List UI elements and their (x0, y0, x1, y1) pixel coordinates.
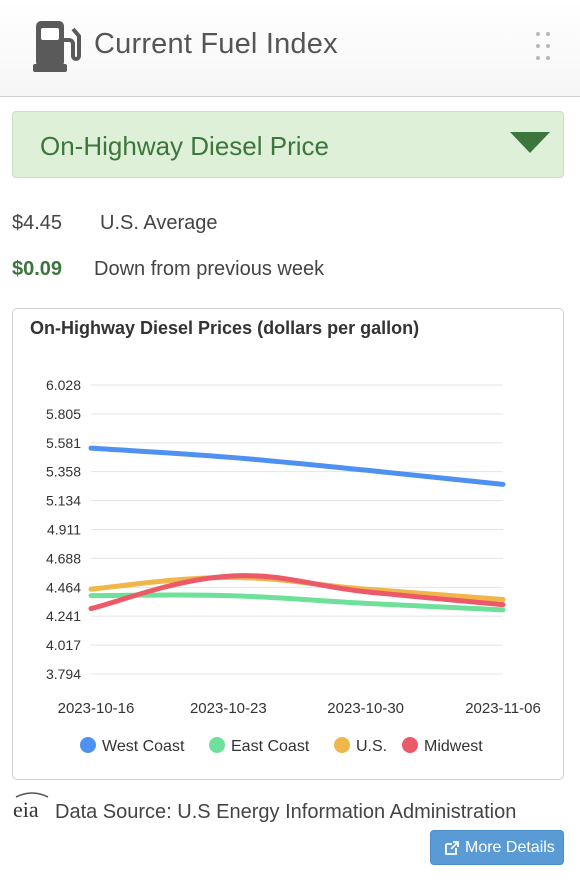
y-tick-label: 4.911 (47, 522, 81, 538)
x-tick-label: 2023-10-16 (58, 700, 135, 717)
legend-label: East Coast (231, 738, 310, 755)
more-details-button[interactable]: More Details (430, 830, 564, 865)
y-tick-label: 5.805 (46, 406, 81, 422)
chart-title: On-Highway Diesel Prices (dollars per ga… (30, 318, 419, 338)
chart-canvas: On-Highway Diesel Prices (dollars per ga… (30, 318, 541, 755)
y-tick-label: 5.358 (46, 464, 81, 480)
average-price-value: $4.45 (12, 212, 63, 234)
legend-marker (80, 737, 96, 753)
caret-down-icon (510, 132, 550, 153)
legend-marker (402, 737, 418, 753)
y-tick-label: 6.028 (46, 377, 81, 393)
legend-marker (334, 737, 350, 753)
y-tick-label: 4.241 (46, 608, 81, 624)
series-line-west-coast (88, 445, 506, 487)
x-tick-label: 2023-10-30 (327, 700, 404, 717)
diesel-price-chart: On-Highway Diesel Prices (dollars per ga… (12, 308, 564, 780)
eia-logo: eia (13, 792, 49, 821)
selected-fuel-type: On-Highway Diesel Price (40, 131, 329, 161)
external-link-icon (445, 841, 459, 855)
x-tick-label: 2023-10-23 (190, 700, 267, 717)
widget-header: Current Fuel Index (0, 0, 580, 97)
widget-title: Current Fuel Index (94, 28, 338, 60)
data-source-text: Data Source: U.S Energy Information Admi… (55, 801, 517, 823)
series-line-east-coast (88, 592, 506, 613)
legend-label: U.S. (356, 738, 387, 755)
y-tick-label: 4.017 (46, 637, 81, 653)
legend-label: West Coast (102, 738, 185, 755)
average-price-label: U.S. Average (100, 212, 218, 234)
legend-marker (209, 737, 225, 753)
svg-text:eia: eia (13, 797, 39, 821)
x-tick-label: 2023-11-06 (465, 700, 541, 717)
legend-label: Midwest (424, 738, 483, 755)
more-details-label: More Details (465, 839, 555, 856)
fuel-type-select[interactable]: On-Highway Diesel Price (12, 111, 564, 178)
y-tick-label: 5.134 (46, 493, 81, 509)
y-tick-label: 4.688 (46, 550, 81, 566)
price-change-label: Down from previous week (94, 258, 325, 280)
price-change-value: $0.09 (12, 258, 63, 280)
drag-handle-icon[interactable] (536, 32, 554, 62)
fuel-pump-icon (33, 21, 81, 72)
y-tick-label: 5.581 (46, 435, 81, 451)
y-tick-label: 3.794 (46, 666, 81, 682)
y-tick-label: 4.464 (46, 579, 81, 595)
series-line-midwest (88, 573, 506, 612)
